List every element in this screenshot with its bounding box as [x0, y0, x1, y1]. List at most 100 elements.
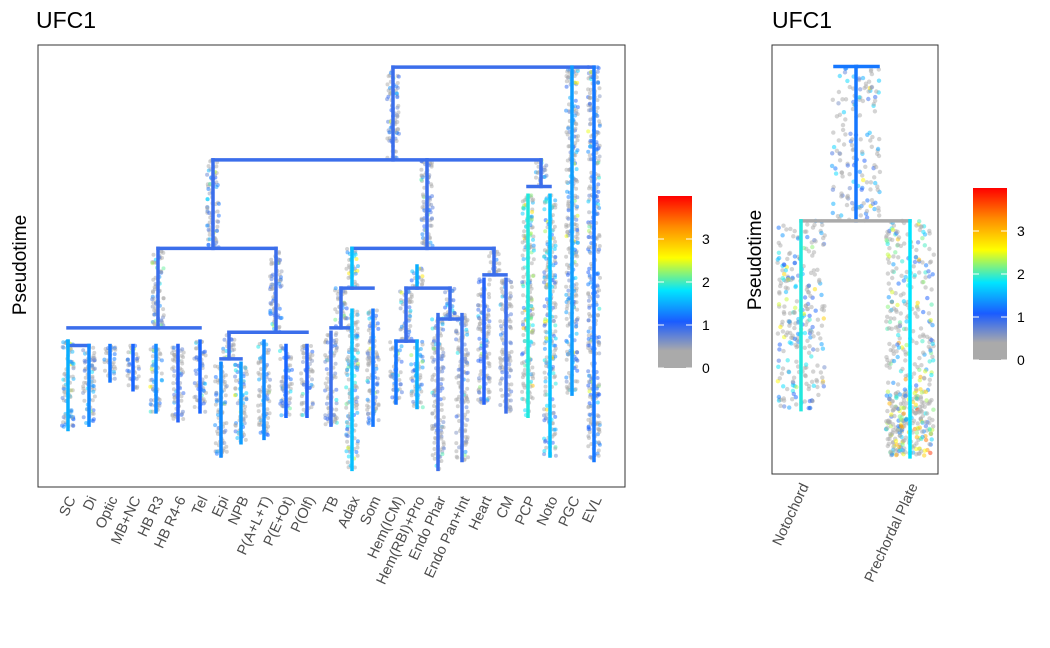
- data-point: [780, 366, 786, 371]
- data-point: [531, 257, 536, 262]
- data-point: [439, 356, 444, 361]
- data-point: [927, 426, 932, 432]
- data-point: [279, 315, 284, 320]
- data-point: [266, 350, 271, 355]
- data-point: [886, 295, 891, 300]
- data-point: [307, 362, 312, 366]
- data-point: [912, 259, 918, 265]
- data-point: [929, 337, 934, 343]
- data-point: [507, 362, 512, 367]
- data-point: [802, 345, 807, 350]
- data-point: [393, 149, 398, 154]
- data-point: [840, 97, 845, 102]
- data-point: [355, 439, 360, 444]
- data-point: [818, 336, 823, 341]
- data-point: [776, 302, 782, 307]
- data-point: [787, 251, 792, 256]
- data-point: [325, 387, 330, 392]
- data-point: [388, 91, 393, 96]
- data-point: [862, 158, 867, 163]
- data-point: [334, 337, 339, 342]
- data-point: [794, 359, 799, 364]
- data-point: [92, 356, 97, 361]
- data-point: [325, 340, 330, 345]
- data-point: [920, 260, 925, 265]
- data-point: [586, 235, 591, 239]
- data-point: [876, 205, 881, 210]
- data-point: [346, 263, 351, 268]
- data-point: [872, 175, 877, 180]
- data-point: [917, 355, 922, 361]
- data-point: [366, 405, 371, 410]
- data-point: [535, 170, 540, 175]
- data-point: [891, 254, 896, 259]
- data-point: [923, 285, 928, 290]
- data-point: [521, 233, 526, 238]
- data-point: [552, 348, 557, 353]
- data-point: [927, 382, 932, 387]
- data-point: [874, 89, 879, 94]
- data-point: [498, 381, 503, 386]
- data-point: [309, 344, 313, 348]
- data-point: [476, 358, 481, 363]
- data-point: [334, 346, 339, 351]
- data-point: [323, 381, 328, 386]
- data-point: [812, 222, 817, 228]
- data-point: [794, 299, 800, 304]
- data-point: [279, 379, 284, 384]
- data-point: [521, 220, 526, 224]
- data-point: [777, 376, 782, 381]
- data-point: [454, 337, 459, 342]
- data-point: [792, 228, 797, 234]
- data-point: [896, 281, 901, 286]
- data-point: [918, 407, 923, 412]
- data-point: [898, 423, 904, 429]
- data-point: [575, 138, 580, 143]
- data-point: [588, 121, 593, 126]
- data-point: [214, 390, 219, 395]
- data-point: [161, 313, 166, 318]
- data-point: [172, 352, 177, 357]
- data-point: [498, 332, 503, 337]
- data-point: [91, 411, 96, 416]
- data-point: [564, 375, 569, 380]
- data-point: [794, 384, 799, 390]
- data-point: [412, 368, 417, 373]
- data-point: [346, 400, 351, 405]
- data-point: [597, 351, 602, 356]
- data-point: [487, 282, 492, 287]
- data-point: [861, 201, 866, 206]
- data-point: [811, 347, 816, 352]
- data-point: [509, 326, 513, 331]
- data-point: [465, 409, 470, 414]
- data-point: [793, 305, 798, 310]
- data-point: [542, 165, 547, 170]
- data-point: [553, 314, 558, 319]
- data-point: [553, 239, 557, 244]
- data-point: [530, 365, 535, 370]
- data-point: [903, 358, 908, 363]
- data-point: [896, 427, 901, 433]
- data-point: [566, 208, 571, 213]
- data-point: [792, 260, 797, 266]
- data-point: [497, 261, 502, 266]
- data-point: [575, 179, 580, 184]
- data-point: [875, 187, 880, 192]
- data-point: [440, 365, 445, 369]
- data-point: [487, 379, 492, 384]
- data-point: [816, 279, 822, 284]
- data-point: [498, 360, 503, 365]
- data-point: [887, 254, 892, 259]
- data-point: [857, 169, 862, 174]
- data-point: [597, 392, 602, 397]
- data-point: [267, 411, 272, 416]
- data-point: [595, 376, 600, 380]
- data-point: [278, 343, 283, 348]
- data-point: [552, 427, 557, 432]
- data-point: [91, 389, 96, 394]
- data-point: [265, 396, 270, 401]
- data-point: [597, 94, 602, 99]
- data-point: [271, 295, 276, 300]
- data-point: [542, 248, 547, 253]
- data-point: [92, 366, 97, 371]
